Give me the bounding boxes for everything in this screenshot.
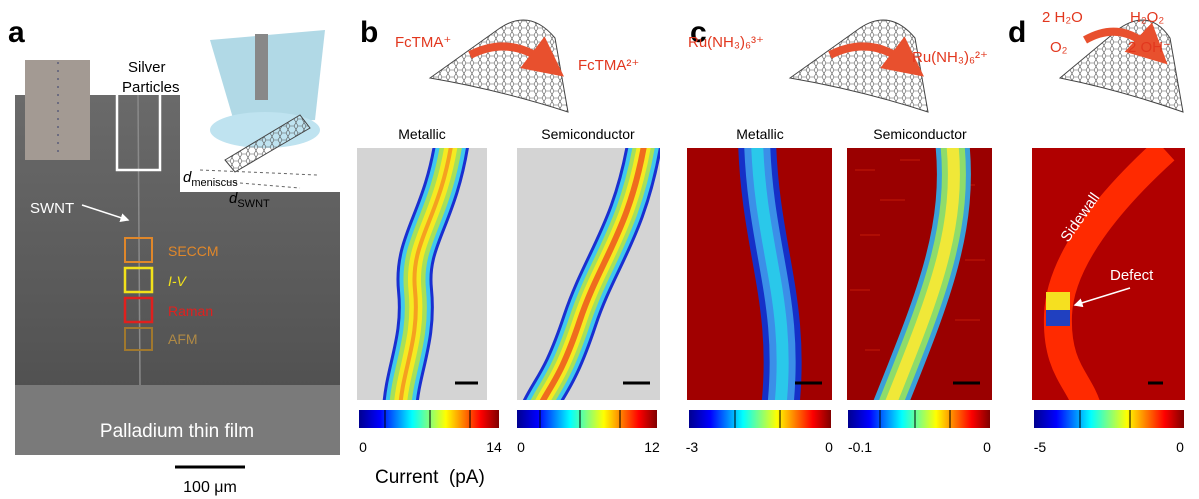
swnt-line bbox=[137, 94, 141, 386]
product: FcTMA²⁺ bbox=[578, 57, 639, 74]
region-label: AFM bbox=[168, 331, 198, 347]
product: 2 OH⁻ bbox=[1128, 39, 1171, 56]
region-box bbox=[123, 266, 154, 294]
map-noise bbox=[850, 159, 985, 351]
dim-line bbox=[199, 169, 319, 176]
colorbar-tick: 0 bbox=[517, 439, 525, 455]
colorbar-tick: 14 bbox=[486, 439, 502, 455]
colorbar bbox=[1034, 410, 1184, 428]
map-band bbox=[522, 148, 660, 400]
colorbar-tick: 0 bbox=[825, 439, 833, 455]
reaction-arrow bbox=[828, 36, 925, 77]
map-title: Semiconductor bbox=[873, 126, 967, 142]
silver-label: Silver bbox=[128, 59, 166, 76]
colorbar-tick: -0.1 bbox=[848, 439, 872, 455]
reactant: FcTMA⁺ bbox=[395, 34, 451, 51]
silver-label: Particles bbox=[122, 79, 180, 96]
map-band bbox=[382, 148, 469, 400]
product: H₂O₂ bbox=[1130, 9, 1164, 26]
map-title: Metallic bbox=[736, 126, 783, 142]
product: Ru(NH₃)₆²⁺ bbox=[912, 49, 988, 66]
region-box bbox=[124, 237, 153, 263]
reactant: Ru(NH₃)₆³⁺ bbox=[688, 34, 764, 51]
nanotube bbox=[788, 19, 929, 113]
dim-line bbox=[227, 181, 301, 189]
defect-pixel bbox=[1046, 310, 1070, 326]
region-label: I-V bbox=[168, 273, 188, 289]
swnt-schematic bbox=[224, 114, 311, 173]
swnt-arrow bbox=[81, 204, 130, 222]
region-label: SECCM bbox=[168, 243, 219, 259]
palladium-film bbox=[15, 385, 340, 455]
map-title: Semiconductor bbox=[541, 126, 635, 142]
colorbar-tick: -3 bbox=[686, 439, 699, 455]
map-band bbox=[738, 148, 802, 400]
panel-label: d bbox=[1008, 16, 1026, 49]
colorbar bbox=[689, 410, 831, 428]
colorbar bbox=[848, 410, 990, 428]
colorbar bbox=[517, 410, 657, 428]
defect-pixel bbox=[1046, 292, 1070, 310]
highlight-box bbox=[115, 70, 162, 172]
panel-label: a bbox=[8, 16, 25, 49]
reaction-arrow bbox=[1083, 22, 1168, 65]
swnt-label: SWNT bbox=[30, 200, 74, 217]
colorbar-tick: -5 bbox=[1034, 439, 1047, 455]
panel-label: b bbox=[360, 16, 378, 49]
panel-label: c bbox=[690, 16, 707, 49]
scale-label: 100 μm bbox=[183, 479, 237, 496]
region-box bbox=[123, 296, 154, 324]
defect-arrow bbox=[1073, 287, 1131, 308]
reactant: 2 H₂O bbox=[1042, 9, 1083, 26]
colorbar bbox=[359, 410, 499, 428]
d-meniscus: dmeniscus bbox=[183, 169, 238, 189]
colorbar-tick: 12 bbox=[644, 439, 660, 455]
colorbar-ticks bbox=[384, 410, 1131, 428]
map-title: Metallic bbox=[398, 126, 445, 142]
colorbar-tick: 0 bbox=[1176, 439, 1184, 455]
map-band bbox=[873, 148, 971, 400]
colorbar-tick: 0 bbox=[359, 439, 367, 455]
d-swnt: dSWNT bbox=[229, 190, 270, 210]
region-box bbox=[124, 327, 153, 351]
colorbar-tick: 0 bbox=[983, 439, 991, 455]
defect-label: Defect bbox=[1110, 267, 1154, 284]
reactant: O₂ bbox=[1050, 39, 1068, 56]
pipette-wall bbox=[255, 34, 268, 100]
film-label: Palladium thin film bbox=[100, 421, 254, 442]
colorbar-title: Current (pA) bbox=[375, 467, 485, 488]
region-label: Raman bbox=[168, 303, 213, 319]
reaction-arrow bbox=[468, 36, 565, 77]
